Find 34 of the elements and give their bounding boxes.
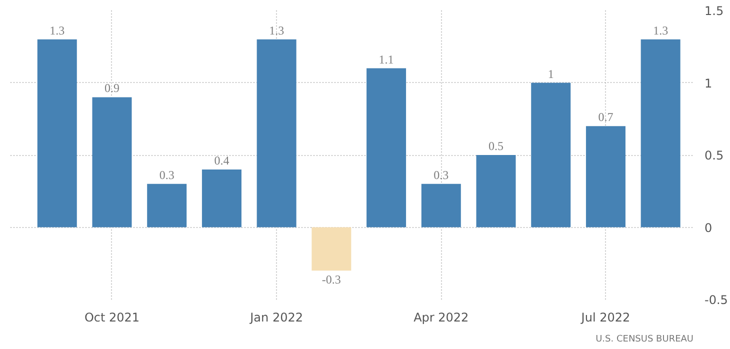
bar: [312, 227, 352, 271]
x-tick-label: Jan 2022: [249, 310, 303, 324]
bar: [366, 68, 406, 228]
y-tick-label: 0.5: [704, 148, 724, 162]
bar: [37, 39, 77, 228]
x-tick-label: Jul 2022: [580, 310, 630, 324]
y-tick-label: -0.5: [704, 293, 728, 307]
data-label: 0.7: [598, 110, 614, 124]
bar: [476, 155, 516, 228]
data-label: 0.9: [104, 81, 120, 96]
bar: [256, 39, 296, 228]
data-label: 1.3: [50, 23, 65, 38]
bar: [202, 169, 242, 228]
y-tick-label: 1.5: [704, 4, 724, 18]
data-label: -0.3: [322, 272, 341, 287]
x-tick-label: Apr 2022: [414, 310, 469, 324]
bar: [147, 184, 187, 228]
text: U.S. CENSUS BUREAU: [596, 334, 694, 344]
data-label: 0.5: [488, 139, 504, 153]
data-label: 1: [548, 66, 554, 81]
bar: [640, 39, 680, 228]
data-label: 1.3: [653, 23, 668, 38]
x-tick-label: Oct 2021: [84, 310, 140, 324]
data-label: 0.3: [159, 168, 174, 182]
data-label: 0.3: [434, 168, 449, 182]
y-tick-label: 0: [704, 220, 712, 235]
data-label: 0.4: [214, 153, 230, 168]
bar: [531, 82, 571, 228]
data-label: 1.1: [378, 52, 394, 66]
bar: [586, 126, 626, 228]
bar: [92, 97, 132, 228]
y-tick-label: 1: [704, 76, 712, 90]
data-label: 1.3: [269, 23, 284, 38]
bar: [421, 184, 461, 228]
